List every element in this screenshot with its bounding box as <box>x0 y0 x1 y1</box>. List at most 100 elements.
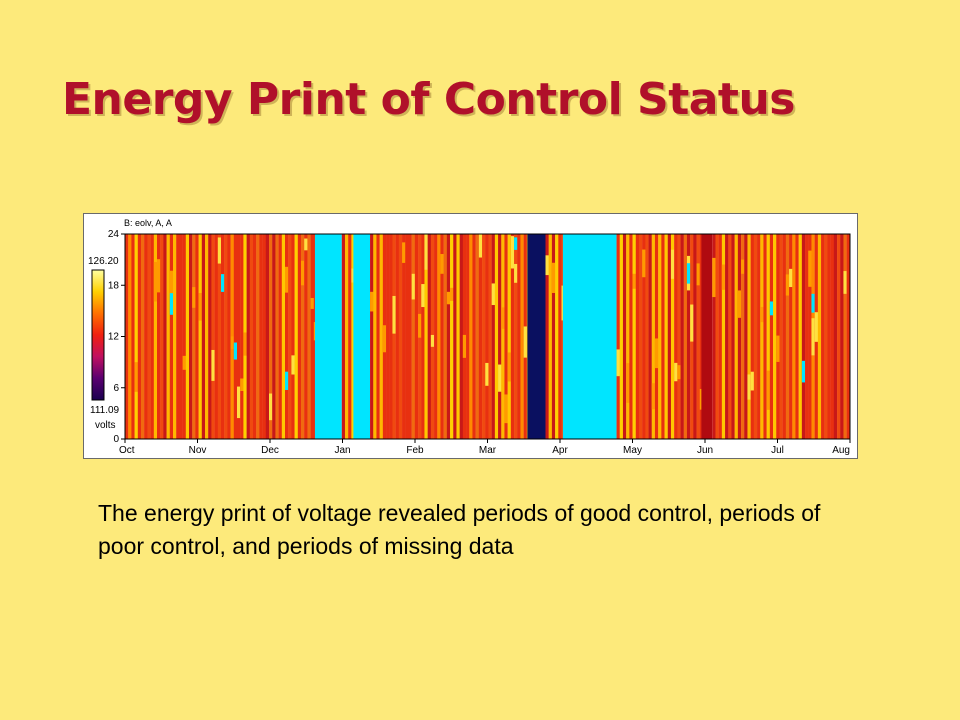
day-cell <box>240 378 244 391</box>
day-column <box>144 234 148 439</box>
missing-cell <box>285 371 289 390</box>
day-column <box>840 234 844 439</box>
day-cell <box>712 257 716 298</box>
day-column <box>195 234 199 439</box>
day-column <box>494 234 499 439</box>
day-column <box>411 234 416 439</box>
day-column <box>763 234 767 439</box>
day-column <box>737 234 742 439</box>
slide-title: Energy Print of Control Status <box>62 74 795 125</box>
day-column <box>185 234 190 439</box>
day-column <box>750 234 755 439</box>
day-cell <box>192 287 196 308</box>
day-column <box>821 234 825 439</box>
day-column <box>773 234 777 439</box>
day-column <box>721 234 726 439</box>
day-cell <box>760 306 764 323</box>
day-column <box>153 234 158 439</box>
day-column <box>351 234 354 439</box>
day-cell <box>243 332 247 356</box>
x-tick-label: Aug <box>832 445 850 456</box>
day-column <box>259 234 263 439</box>
day-cell <box>424 234 428 270</box>
day-column <box>285 234 289 439</box>
day-cell <box>561 285 564 321</box>
missing-cell <box>686 263 691 284</box>
day-column <box>626 234 630 439</box>
missing-cell <box>801 360 806 383</box>
day-column <box>817 234 822 439</box>
day-cell <box>785 274 790 296</box>
day-cell <box>485 362 489 386</box>
day-cell <box>418 313 422 338</box>
day-cell <box>491 283 496 306</box>
day-column <box>456 234 460 439</box>
day-column <box>472 234 476 439</box>
day-column <box>558 234 562 439</box>
x-tick-label: May <box>623 445 642 456</box>
day-column <box>507 234 512 439</box>
day-column <box>466 234 470 439</box>
day-column <box>785 234 790 439</box>
day-column <box>450 234 454 439</box>
x-tick-label: Jan <box>334 445 350 456</box>
day-column <box>179 234 183 439</box>
day-column <box>414 234 419 439</box>
day-column <box>482 234 486 439</box>
day-column <box>734 234 739 439</box>
y-tick-label: 24 <box>108 229 120 240</box>
day-column <box>421 234 425 439</box>
day-column <box>166 234 170 439</box>
day-column <box>182 234 186 439</box>
day-cell <box>699 388 702 410</box>
day-column <box>253 234 257 439</box>
day-column <box>715 234 719 439</box>
axes: 0 6 12 18 24 Oct Nov Dec Jan Feb Mar Apr May Jun Jul Au… <box>108 229 851 456</box>
day-column <box>405 234 409 439</box>
energy-print-chart: 0 6 12 18 24 Oct Nov Dec Jan Feb Mar Apr May Jun Jul Au… <box>83 213 858 459</box>
missing-cell <box>233 342 238 360</box>
day-cell <box>157 259 161 293</box>
missing-cell <box>169 293 174 315</box>
day-cell <box>211 349 215 381</box>
day-cell <box>616 349 620 377</box>
dark-red-period <box>701 234 713 439</box>
day-column <box>648 234 652 439</box>
day-cell <box>507 352 512 382</box>
day-cell <box>430 334 435 347</box>
day-cell <box>446 291 451 305</box>
day-cell <box>632 273 636 289</box>
colorbar <box>91 269 105 401</box>
day-column <box>520 234 524 439</box>
day-column <box>147 234 151 439</box>
day-column <box>658 234 662 439</box>
day-column <box>760 234 764 439</box>
day-column <box>731 234 735 439</box>
day-cell <box>462 334 467 358</box>
day-column <box>779 234 783 439</box>
day-cell <box>169 270 174 295</box>
day-column <box>189 234 193 439</box>
day-column <box>664 234 668 439</box>
missing-data-period <box>353 234 371 439</box>
day-cell <box>370 291 374 312</box>
day-column <box>795 234 799 439</box>
day-column <box>386 234 390 439</box>
day-cell <box>134 362 138 392</box>
day-column <box>249 234 254 439</box>
energy-print-svg: 0 6 12 18 24 Oct Nov Dec Jan Feb Mar Apr May Jun Jul Au… <box>88 218 851 456</box>
day-cell <box>478 234 483 258</box>
day-column <box>224 234 228 439</box>
day-column <box>744 234 748 439</box>
day-column <box>555 234 559 439</box>
x-tick-label: Nov <box>189 445 207 456</box>
day-column <box>501 234 505 439</box>
day-cell <box>510 236 515 269</box>
day-column <box>440 234 444 439</box>
day-column <box>214 234 218 439</box>
day-cell <box>843 271 847 294</box>
day-column <box>805 234 809 439</box>
day-cell <box>411 273 416 300</box>
day-column <box>798 234 803 439</box>
day-column <box>304 234 308 439</box>
